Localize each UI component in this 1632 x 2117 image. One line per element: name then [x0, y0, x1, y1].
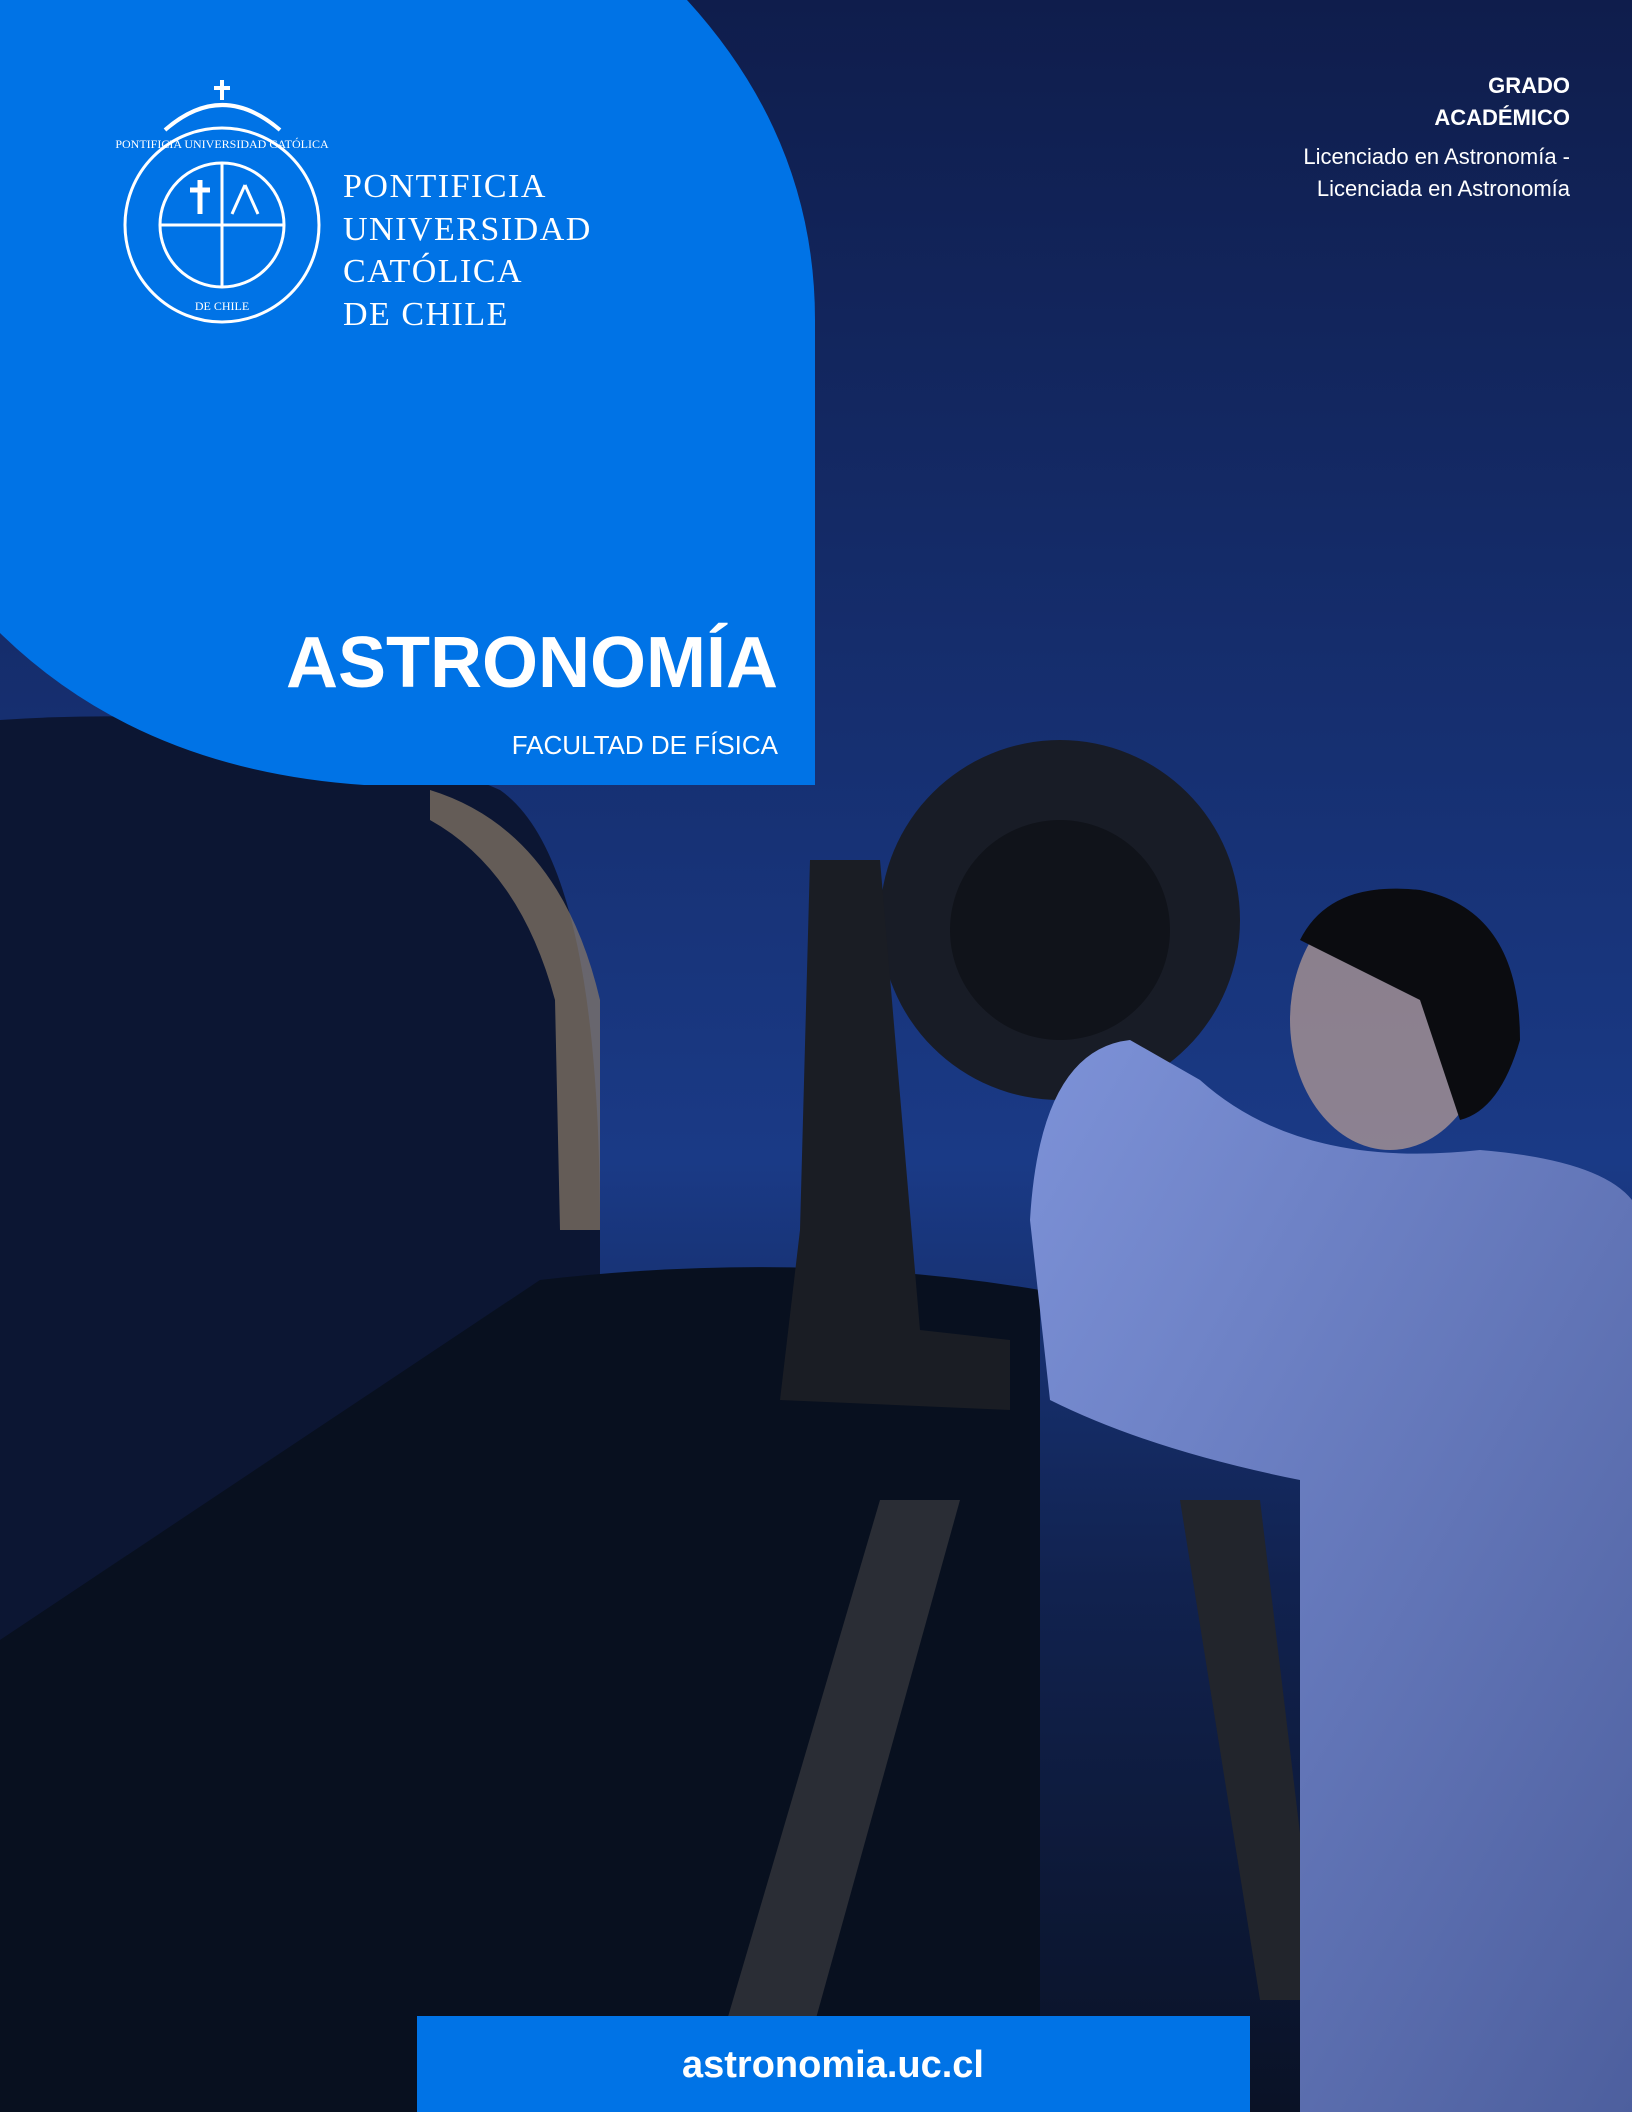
- degree-name: Licenciado en Astronomía -: [1303, 144, 1570, 169]
- university-line: PONTIFICIA: [343, 168, 547, 205]
- website-url[interactable]: astronomia.uc.cl: [682, 2044, 984, 2086]
- seal-text: PONTIFICIA UNIVERSIDAD CATÓLICA: [115, 137, 329, 151]
- faculty: FACULTAD DE FÍSICA: [512, 730, 779, 760]
- degree-name: Licenciada en Astronomía: [1317, 176, 1571, 201]
- degree-label: ACADÉMICO: [1434, 105, 1570, 130]
- university-line: DE CHILE: [343, 296, 509, 333]
- university-line: CATÓLICA: [343, 252, 523, 290]
- telescope-front: [950, 820, 1170, 1040]
- seal-text: DE CHILE: [195, 299, 249, 313]
- cover: PONTIFICIA UNIVERSIDAD CATÓLICA DE CHILE…: [0, 0, 1632, 2112]
- program-title: ASTRONOMÍA: [286, 623, 778, 703]
- university-line: UNIVERSIDAD: [343, 211, 592, 248]
- degree-label: GRADO: [1488, 73, 1570, 98]
- page: PONTIFICIA UNIVERSIDAD CATÓLICA DE CHILE…: [0, 0, 1632, 2112]
